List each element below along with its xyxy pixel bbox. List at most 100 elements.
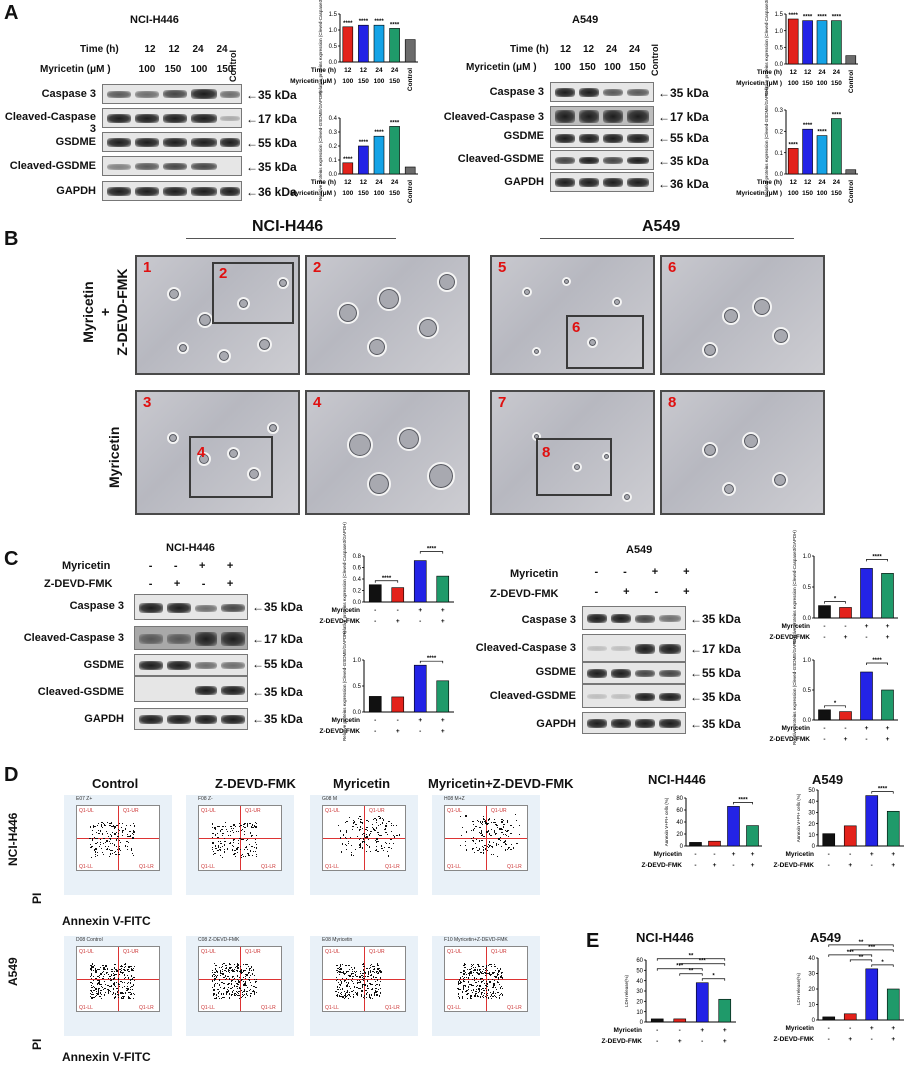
tick-label: 0.8 [353, 554, 362, 560]
x-row-value: 12 [790, 179, 798, 186]
bar [650, 1018, 664, 1023]
significance-label: **** [789, 142, 799, 148]
bar [802, 128, 813, 175]
a-right-dose-values: 100 150 100 150 [550, 62, 650, 73]
significance-label: **** [789, 13, 799, 19]
y-axis-label: Relative proteins expression (Cleved-Cas… [342, 522, 347, 636]
flow-plot: E08 Myricetin Q1-UL Q1-UR Q1-LL Q1-LR [310, 936, 418, 1036]
x-row-value: 24 [391, 67, 399, 74]
tick-label: 50 [808, 788, 815, 794]
blot-row-label: GAPDH [84, 713, 124, 725]
tick-label: 0.2 [329, 144, 338, 150]
x-row-value: - [694, 851, 696, 858]
kda-marker: ←55 kDa [658, 131, 709, 145]
x-row-value: - [656, 1027, 658, 1034]
bar [843, 1013, 857, 1021]
c-left-treat1: Myricetin [62, 560, 111, 572]
quadrant-label: Q1-UL [325, 808, 340, 814]
y-axis-label: Relative proteins expression (Cleved-GSD… [342, 630, 347, 741]
x-row-value: + [844, 736, 848, 743]
flow-plot: D08 Control Q1-UL Q1-UR Q1-LL Q1-LR [64, 936, 172, 1036]
c-right-title: A549 [626, 544, 653, 556]
bar [373, 135, 385, 175]
tick-label: 0.0 [803, 616, 812, 622]
x-row-label: Time (h) [757, 179, 782, 186]
bar [413, 560, 427, 603]
quadrant-label: Q1-UR [245, 808, 261, 814]
dose-value: 100 [604, 62, 621, 73]
significance-bracket [701, 978, 726, 981]
x-row-value: + [751, 862, 755, 869]
tile-number: 1 [143, 259, 152, 276]
significance-label: **** [832, 15, 842, 21]
x-row-label: Z-DEVD-FMK [320, 728, 361, 735]
micrograph: 6 [660, 255, 825, 375]
x-row-label: Myricetin [781, 725, 810, 732]
x-row-value: 12 [344, 67, 352, 74]
bar [391, 587, 405, 603]
dose-value: 150 [629, 62, 646, 73]
sign: - [594, 586, 599, 598]
tick-label: 0.0 [775, 172, 784, 178]
dose-value: 100 [190, 64, 208, 75]
y-axis-label: Relative proteins expression (Cleved-GSD… [318, 90, 323, 201]
quadrant-label: Q1-LL [201, 864, 215, 870]
blot-strip [134, 654, 248, 676]
blot-strip [550, 106, 654, 126]
blot-strip [550, 172, 654, 192]
x-row-value: - [397, 717, 399, 724]
tick-label: 40 [636, 979, 643, 985]
bar [818, 709, 831, 721]
blot-row-label: Cleaved-Caspase 3 [443, 111, 544, 123]
x-row-label: Myricetin [331, 717, 360, 724]
x-row-value: - [871, 862, 873, 869]
a-left-title: NCI-H446 [130, 14, 179, 26]
x-row-label: Myricetin (μM ) [290, 190, 336, 197]
significance-label: **** [803, 15, 813, 21]
c-right-treat1-signs: - - + + [582, 566, 702, 578]
blot-strip [102, 156, 242, 176]
d-bar-right-title: A549 [812, 772, 844, 787]
sign: - [148, 560, 153, 572]
x-row-value: 150 [802, 80, 813, 87]
quadrant-label: Q1-UL [79, 808, 94, 814]
dose-value: 100 [554, 62, 571, 73]
x-row-value: - [732, 862, 734, 869]
quadrant-label: Q1-LR [507, 1005, 522, 1011]
x-row-value: - [871, 1036, 873, 1043]
x-row-value: + [886, 634, 890, 641]
time-value: 24 [192, 44, 204, 55]
y-axis-label: Relative proteins expression (Cleved-Cas… [764, 0, 769, 96]
blot-strip [550, 82, 654, 102]
bar [404, 39, 416, 63]
flow-plot-area: Q1-UL Q1-UR Q1-LL Q1-LR [322, 946, 406, 1012]
kda-marker: ←55 kDa [690, 666, 741, 680]
quadrant-label: Q1-UR [123, 949, 139, 955]
bar [708, 840, 721, 847]
a-left-dose-values: 100 150 100 150 [134, 64, 238, 75]
quadrant-label: Q1-UL [447, 808, 462, 814]
blot-strip [550, 128, 654, 148]
x-row-value: + [865, 725, 869, 732]
quadrant-label: Q1-UR [491, 949, 507, 955]
bar [886, 988, 900, 1021]
time-value: 12 [168, 44, 180, 55]
significance-label: * [834, 597, 837, 603]
bar [831, 20, 842, 65]
significance-label: **** [359, 19, 369, 25]
quadrant-label: Q1-LL [201, 1005, 215, 1011]
x-row-value: - [828, 851, 830, 858]
blot-strip [134, 676, 248, 702]
x-row-value: 12 [344, 179, 352, 186]
significance-label: **** [382, 576, 392, 582]
x-row-value: 100 [342, 190, 353, 197]
d-x-axis-label: Annexin V-FITC [62, 1050, 151, 1064]
bar [404, 166, 416, 175]
x-row-value: + [713, 862, 717, 869]
sign: + [683, 586, 690, 598]
x-row-value: - [679, 1027, 681, 1034]
x-row-value: 12 [790, 69, 798, 76]
panel-label-e: E [586, 930, 600, 952]
tile-number: 7 [498, 394, 507, 411]
x-row-value: - [823, 623, 825, 630]
